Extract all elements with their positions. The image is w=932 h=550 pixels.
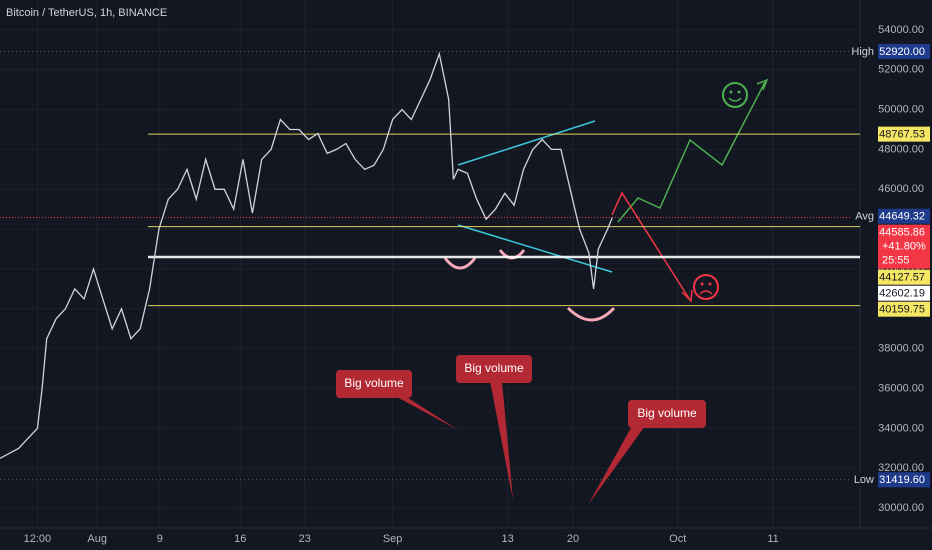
level-tag	[878, 126, 930, 142]
drawings: Big volume Big volume Big volume	[336, 78, 769, 505]
y-tick-label: 36000.00	[878, 382, 924, 394]
y-tick-label: 52000.00	[878, 64, 924, 76]
last-change: +41.80%	[882, 241, 926, 253]
x-tick-label: Sep	[383, 533, 403, 545]
countdown: 25:55	[882, 255, 910, 267]
x-tick-label: Aug	[87, 533, 107, 545]
tag-name: Low	[854, 474, 874, 486]
tag-name-box	[852, 208, 878, 224]
callout-text: Big volume	[637, 406, 697, 420]
chart-title: Bitcoin / TetherUS, 1h, BINANCE	[6, 7, 167, 19]
last-price-box	[878, 224, 930, 269]
bear-path	[611, 191, 691, 301]
pattern-arc	[443, 257, 477, 270]
x-tick-label: 20	[567, 533, 579, 545]
price-tag	[878, 472, 930, 488]
y-tick-label: 48000.00	[878, 143, 924, 155]
callout-box	[628, 400, 706, 428]
level-tag	[878, 285, 930, 301]
tag-name-box	[852, 472, 878, 488]
y-tick-label: 30000.00	[878, 502, 924, 514]
level-tag	[878, 269, 930, 285]
x-tick-label: 9	[157, 533, 163, 545]
level-tag-text: 40159.75	[879, 304, 925, 316]
price-tag-text: 31419.60	[879, 474, 925, 486]
price-tag	[878, 208, 930, 224]
y-tick-label: 54000.00	[878, 24, 924, 36]
callout-pointer	[490, 381, 513, 500]
level-tag-text: 44127.57	[879, 272, 925, 284]
tag-name-box	[852, 43, 878, 59]
level-tag	[878, 301, 930, 317]
bull-path	[617, 81, 766, 223]
y-tick-label: 50000.00	[878, 103, 924, 115]
smiley-eye	[729, 90, 733, 94]
arrow-head	[756, 78, 769, 91]
y-tick-label: 32000.00	[878, 462, 924, 474]
x-tick-label: 16	[234, 533, 246, 545]
x-tick-label: 12:00	[24, 533, 52, 545]
frown-mouth	[699, 290, 713, 295]
channel-line	[457, 120, 596, 166]
price-line	[0, 51, 613, 459]
last-price: 44585.86	[879, 227, 925, 239]
y-tick-label: 46000.00	[878, 183, 924, 195]
y-tick-label: 38000.00	[878, 343, 924, 355]
x-tick-label: Oct	[669, 533, 686, 545]
callout-box	[336, 370, 412, 398]
frown-eye	[700, 282, 704, 286]
tag-name: High	[851, 46, 874, 58]
frown	[693, 274, 719, 300]
price-tag	[878, 43, 930, 59]
tag-name: Avg	[855, 211, 874, 223]
frown-eye	[708, 282, 712, 286]
callout-box	[456, 355, 532, 383]
smiley	[722, 82, 748, 108]
level-tag-text: 48767.53	[879, 129, 925, 141]
smiley-eye	[737, 90, 741, 94]
arrow-head	[681, 289, 693, 303]
level-tag-text: 42602.19	[879, 288, 925, 300]
grid	[0, 0, 860, 528]
callout-text: Big volume	[344, 376, 404, 390]
channel-line	[457, 224, 613, 273]
x-tick-label: 23	[299, 533, 311, 545]
y-tick-label: 34000.00	[878, 422, 924, 434]
callout-pointer	[395, 396, 458, 430]
x-tick-label: 11	[767, 533, 778, 545]
smiley-mouth	[728, 97, 742, 102]
price-tag-text: 44649.32	[879, 211, 925, 223]
callout-text: Big volume	[464, 361, 524, 375]
price-tag-text: 52920.00	[879, 46, 925, 58]
pattern-arc	[566, 306, 616, 322]
callout-pointer	[588, 426, 645, 505]
x-tick-label: 13	[501, 533, 513, 545]
